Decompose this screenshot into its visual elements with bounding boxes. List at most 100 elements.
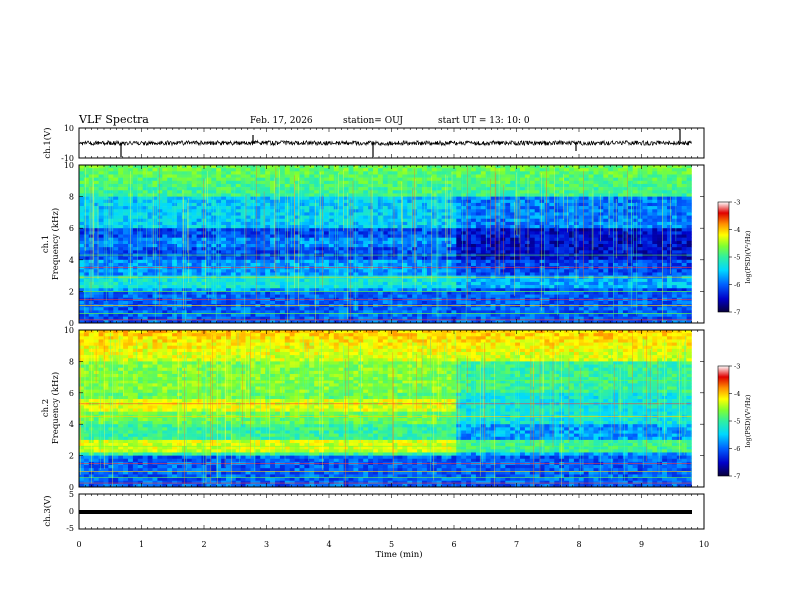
spectrogram-cell: [539, 269, 545, 273]
spectrogram-cell: [240, 269, 246, 273]
spectrogram-cell: [500, 190, 506, 194]
spectrogram-cell: [510, 319, 516, 324]
spectrogram-cell: [167, 187, 173, 191]
spectrogram-cell: [373, 225, 379, 229]
spectrogram-cell: [250, 307, 256, 311]
spectrogram-cell: [245, 262, 251, 267]
spectrogram-cell: [451, 215, 457, 220]
spectrogram-cell: [377, 209, 384, 213]
spectrogram-cell: [226, 218, 232, 223]
spectrogram-cell: [137, 190, 143, 194]
spectrogram-cell: [279, 218, 286, 223]
spectrogram-cell: [93, 316, 99, 321]
spectrogram-cell: [191, 316, 197, 321]
spectrogram-cell: [319, 193, 325, 197]
spectrogram-cell: [304, 313, 310, 317]
spectrogram-cell: [426, 247, 433, 251]
spectrogram-cell: [412, 294, 418, 299]
spectrogram-cell: [177, 199, 183, 204]
spectrogram-cell: [98, 190, 104, 194]
spectrogram-cell: [495, 240, 501, 245]
spectrogram-cell: [500, 259, 506, 264]
spectrogram-cell: [128, 196, 134, 201]
spectrogram-cell: [270, 247, 276, 251]
spectrogram-cell: [373, 250, 379, 254]
spectrogram-cell: [338, 215, 344, 220]
spectrogram-cell: [132, 218, 139, 223]
spectrogram-cell: [98, 240, 104, 245]
spectrogram-cell: [353, 177, 359, 182]
spectrogram-cell: [480, 206, 486, 210]
spectrogram-cell: [397, 171, 403, 175]
spectrogram-cell: [412, 281, 418, 286]
spectrogram-cell: [343, 206, 349, 210]
spectrogram-cell: [123, 259, 129, 264]
spectrogram-cell: [387, 196, 393, 201]
spectrogram-cell: [510, 193, 516, 197]
spectrogram-cell: [118, 272, 124, 276]
spectrogram-cell: [270, 237, 276, 242]
spectrogram-cell: [275, 300, 281, 305]
spectrogram-cell: [98, 272, 104, 276]
spectrogram-cell: [260, 272, 266, 276]
spectrogram-cell: [177, 196, 183, 201]
spectrogram-cell: [201, 281, 207, 286]
spectrogram-cell: [196, 278, 202, 283]
spectrogram-cell: [79, 259, 85, 264]
spectrogram-cell: [226, 285, 232, 289]
spectrogram-cell: [275, 190, 281, 194]
spectrogram-cell: [240, 319, 246, 324]
spectrogram-cell: [211, 285, 217, 289]
spectrogram-cell: [108, 307, 114, 311]
spectrogram-cell: [397, 199, 403, 204]
spectrogram-cell: [128, 313, 134, 317]
spectrogram-cell: [93, 180, 99, 185]
spectrogram-cell: [211, 165, 217, 169]
spectrogram-cell: [446, 168, 452, 172]
spectrogram-cell: [397, 244, 403, 248]
spectrogram-cell: [353, 193, 359, 197]
spectrogram-cell: [324, 316, 330, 321]
spectrogram-cell: [524, 262, 531, 267]
spectrogram-cell: [113, 231, 119, 235]
spectrogram-cell: [230, 206, 237, 210]
spectrogram-cell: [363, 259, 369, 264]
spectrogram-cell: [98, 319, 104, 324]
spectrogram-cell: [132, 307, 139, 311]
spectrogram-cell: [132, 310, 139, 314]
spectrogram-cell: [216, 212, 222, 216]
spectrogram-cell: [520, 316, 526, 321]
spectrogram-cell: [279, 247, 286, 251]
spectrogram-cell: [98, 215, 104, 220]
spectrogram-cell: [363, 291, 369, 295]
spectrogram-cell: [93, 215, 99, 220]
spectrogram-cell: [529, 256, 535, 261]
spectrogram-cell: [451, 278, 457, 283]
spectrogram-cell: [221, 183, 227, 188]
spectrogram-cell: [103, 319, 109, 324]
spectrogram-cell: [333, 278, 339, 283]
spectrogram-cell: [471, 244, 477, 248]
spectrogram-cell: [270, 272, 276, 276]
spectrogram-cell: [510, 209, 516, 213]
spectrogram-cell: [137, 288, 143, 292]
spectrogram-cell: [534, 291, 540, 295]
spectrogram-cell: [446, 221, 452, 226]
spectrogram-cell: [235, 310, 241, 314]
spectrogram-cell: [328, 319, 335, 324]
spectrogram-cell: [495, 291, 501, 295]
spectrogram-cell: [485, 228, 491, 232]
spectrogram-cell: [186, 202, 192, 207]
spectrogram-cell: [260, 193, 266, 197]
spectrogram-cell: [475, 256, 482, 261]
spectrogram-cell: [544, 199, 550, 204]
spectrogram-cell: [417, 190, 423, 194]
spectrogram-cell: [235, 256, 241, 261]
spectrogram-cell: [466, 313, 472, 317]
spectrogram-cell: [461, 259, 467, 264]
spectrogram-cell: [113, 212, 119, 216]
spectrogram-cell: [471, 228, 477, 232]
spectrogram-cell: [157, 221, 163, 226]
spectrogram-cell: [466, 180, 472, 185]
spectrogram-cell: [520, 259, 526, 264]
